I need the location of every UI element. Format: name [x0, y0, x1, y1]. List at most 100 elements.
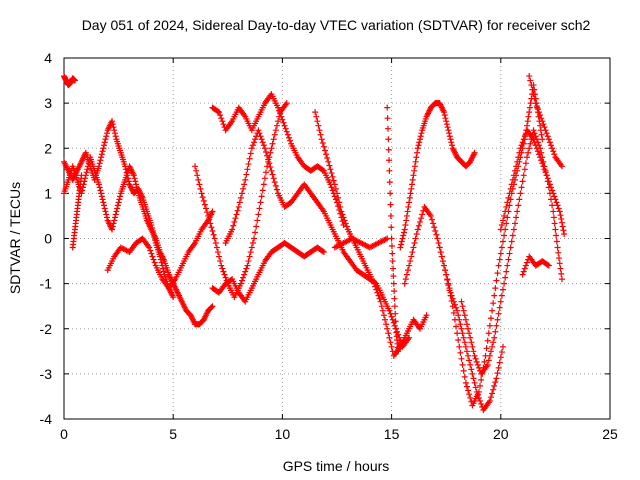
data-point-plus [147, 247, 154, 254]
data-point-plus [545, 136, 552, 143]
data-point-plus [498, 221, 505, 228]
data-point-plus [341, 217, 348, 224]
series-sat-r [519, 253, 552, 278]
data-point-plus [415, 142, 422, 149]
data-point-plus [399, 235, 406, 242]
data-point-plus [553, 199, 560, 206]
data-point-plus [413, 230, 420, 237]
data-point-plus [506, 190, 513, 197]
data-point-plus [494, 270, 501, 277]
data-point-plus [386, 334, 393, 341]
data-point-plus [100, 145, 107, 152]
data-point-plus [283, 100, 290, 107]
data-point-plus [248, 244, 255, 251]
data-point-plus [517, 190, 524, 197]
data-point-plus [97, 187, 104, 194]
data-point-plus [231, 218, 238, 225]
x-tick-label: 5 [169, 426, 177, 442]
data-point-plus [509, 232, 516, 239]
data-point-plus [402, 221, 409, 228]
data-point-plus [520, 172, 527, 179]
data-point-plus [522, 262, 529, 269]
series-sat-s [526, 73, 565, 170]
data-point-plus [439, 258, 446, 265]
data-point-plus [548, 142, 555, 149]
data-point-plus [561, 230, 568, 237]
data-point-plus [148, 250, 155, 257]
data-point-plus [501, 232, 508, 239]
data-point-plus [403, 217, 410, 224]
data-point-plus [411, 167, 418, 174]
data-point-plus [285, 134, 292, 141]
data-point-plus [375, 292, 382, 299]
data-point-plus [319, 167, 326, 174]
data-point-plus [555, 205, 562, 212]
data-point-plus [270, 136, 277, 143]
data-point-plus [98, 193, 105, 200]
data-point-plus [209, 208, 216, 215]
data-point-plus [461, 339, 468, 346]
data-point-plus [404, 208, 411, 215]
data-point-plus [252, 136, 259, 143]
data-point-plus [263, 149, 270, 156]
data-point-plus [240, 274, 247, 281]
data-point-plus [327, 166, 334, 173]
data-point-plus [325, 158, 332, 165]
data-point-plus [245, 258, 252, 265]
data-point-plus [486, 322, 493, 329]
data-point-plus [539, 136, 546, 143]
data-point-plus [548, 184, 555, 191]
data-point-plus [386, 157, 393, 164]
data-point-plus [468, 366, 475, 373]
data-point-plus [283, 128, 290, 135]
data-point-plus [312, 109, 319, 116]
data-point-plus [236, 199, 243, 206]
data-point-plus [412, 158, 419, 165]
data-point-plus [259, 187, 266, 194]
data-point-plus [331, 181, 338, 188]
data-point-plus [493, 375, 500, 382]
data-point-plus [207, 220, 214, 227]
data-point-plus [469, 370, 476, 377]
data-point-plus [526, 73, 533, 80]
data-point-plus [406, 199, 413, 206]
data-point-plus [455, 312, 462, 319]
data-point-plus [417, 133, 424, 140]
data-point-plus [392, 318, 399, 325]
data-point-plus [463, 383, 470, 390]
data-point-plus [502, 274, 509, 281]
data-point-plus [326, 162, 333, 169]
data-point-plus [125, 175, 132, 182]
data-point-plus [461, 312, 468, 319]
data-point-plus [402, 276, 409, 283]
data-point-plus [149, 227, 156, 234]
data-point-plus [216, 253, 223, 260]
data-point-plus [506, 250, 513, 257]
data-point-plus [202, 205, 209, 212]
data-point-plus [499, 343, 506, 350]
data-point-plus [429, 216, 436, 223]
data-point-plus [415, 222, 422, 229]
series-sat-p [458, 127, 565, 377]
data-point-plus [555, 249, 562, 256]
data-point-plus [441, 112, 448, 119]
data-point-plus [524, 259, 531, 266]
data-point-plus [380, 312, 387, 319]
data-point-plus [414, 226, 421, 233]
data-point-plus [552, 196, 559, 203]
data-point-plus [445, 282, 452, 289]
data-point-plus [388, 243, 395, 250]
data-point-plus [149, 224, 156, 231]
data-point-plus [334, 190, 340, 197]
data-point-plus [170, 294, 177, 301]
data-point-plus [499, 238, 506, 245]
data-point-plus [260, 181, 267, 188]
data-point-plus [550, 214, 557, 221]
data-point-plus [542, 169, 549, 176]
data-point-plus [475, 388, 482, 395]
data-point-plus [130, 172, 137, 179]
data-point-plus [392, 310, 399, 317]
data-point-plus [109, 226, 116, 233]
data-point-plus [401, 280, 408, 287]
x-tick-label: 20 [493, 426, 509, 442]
